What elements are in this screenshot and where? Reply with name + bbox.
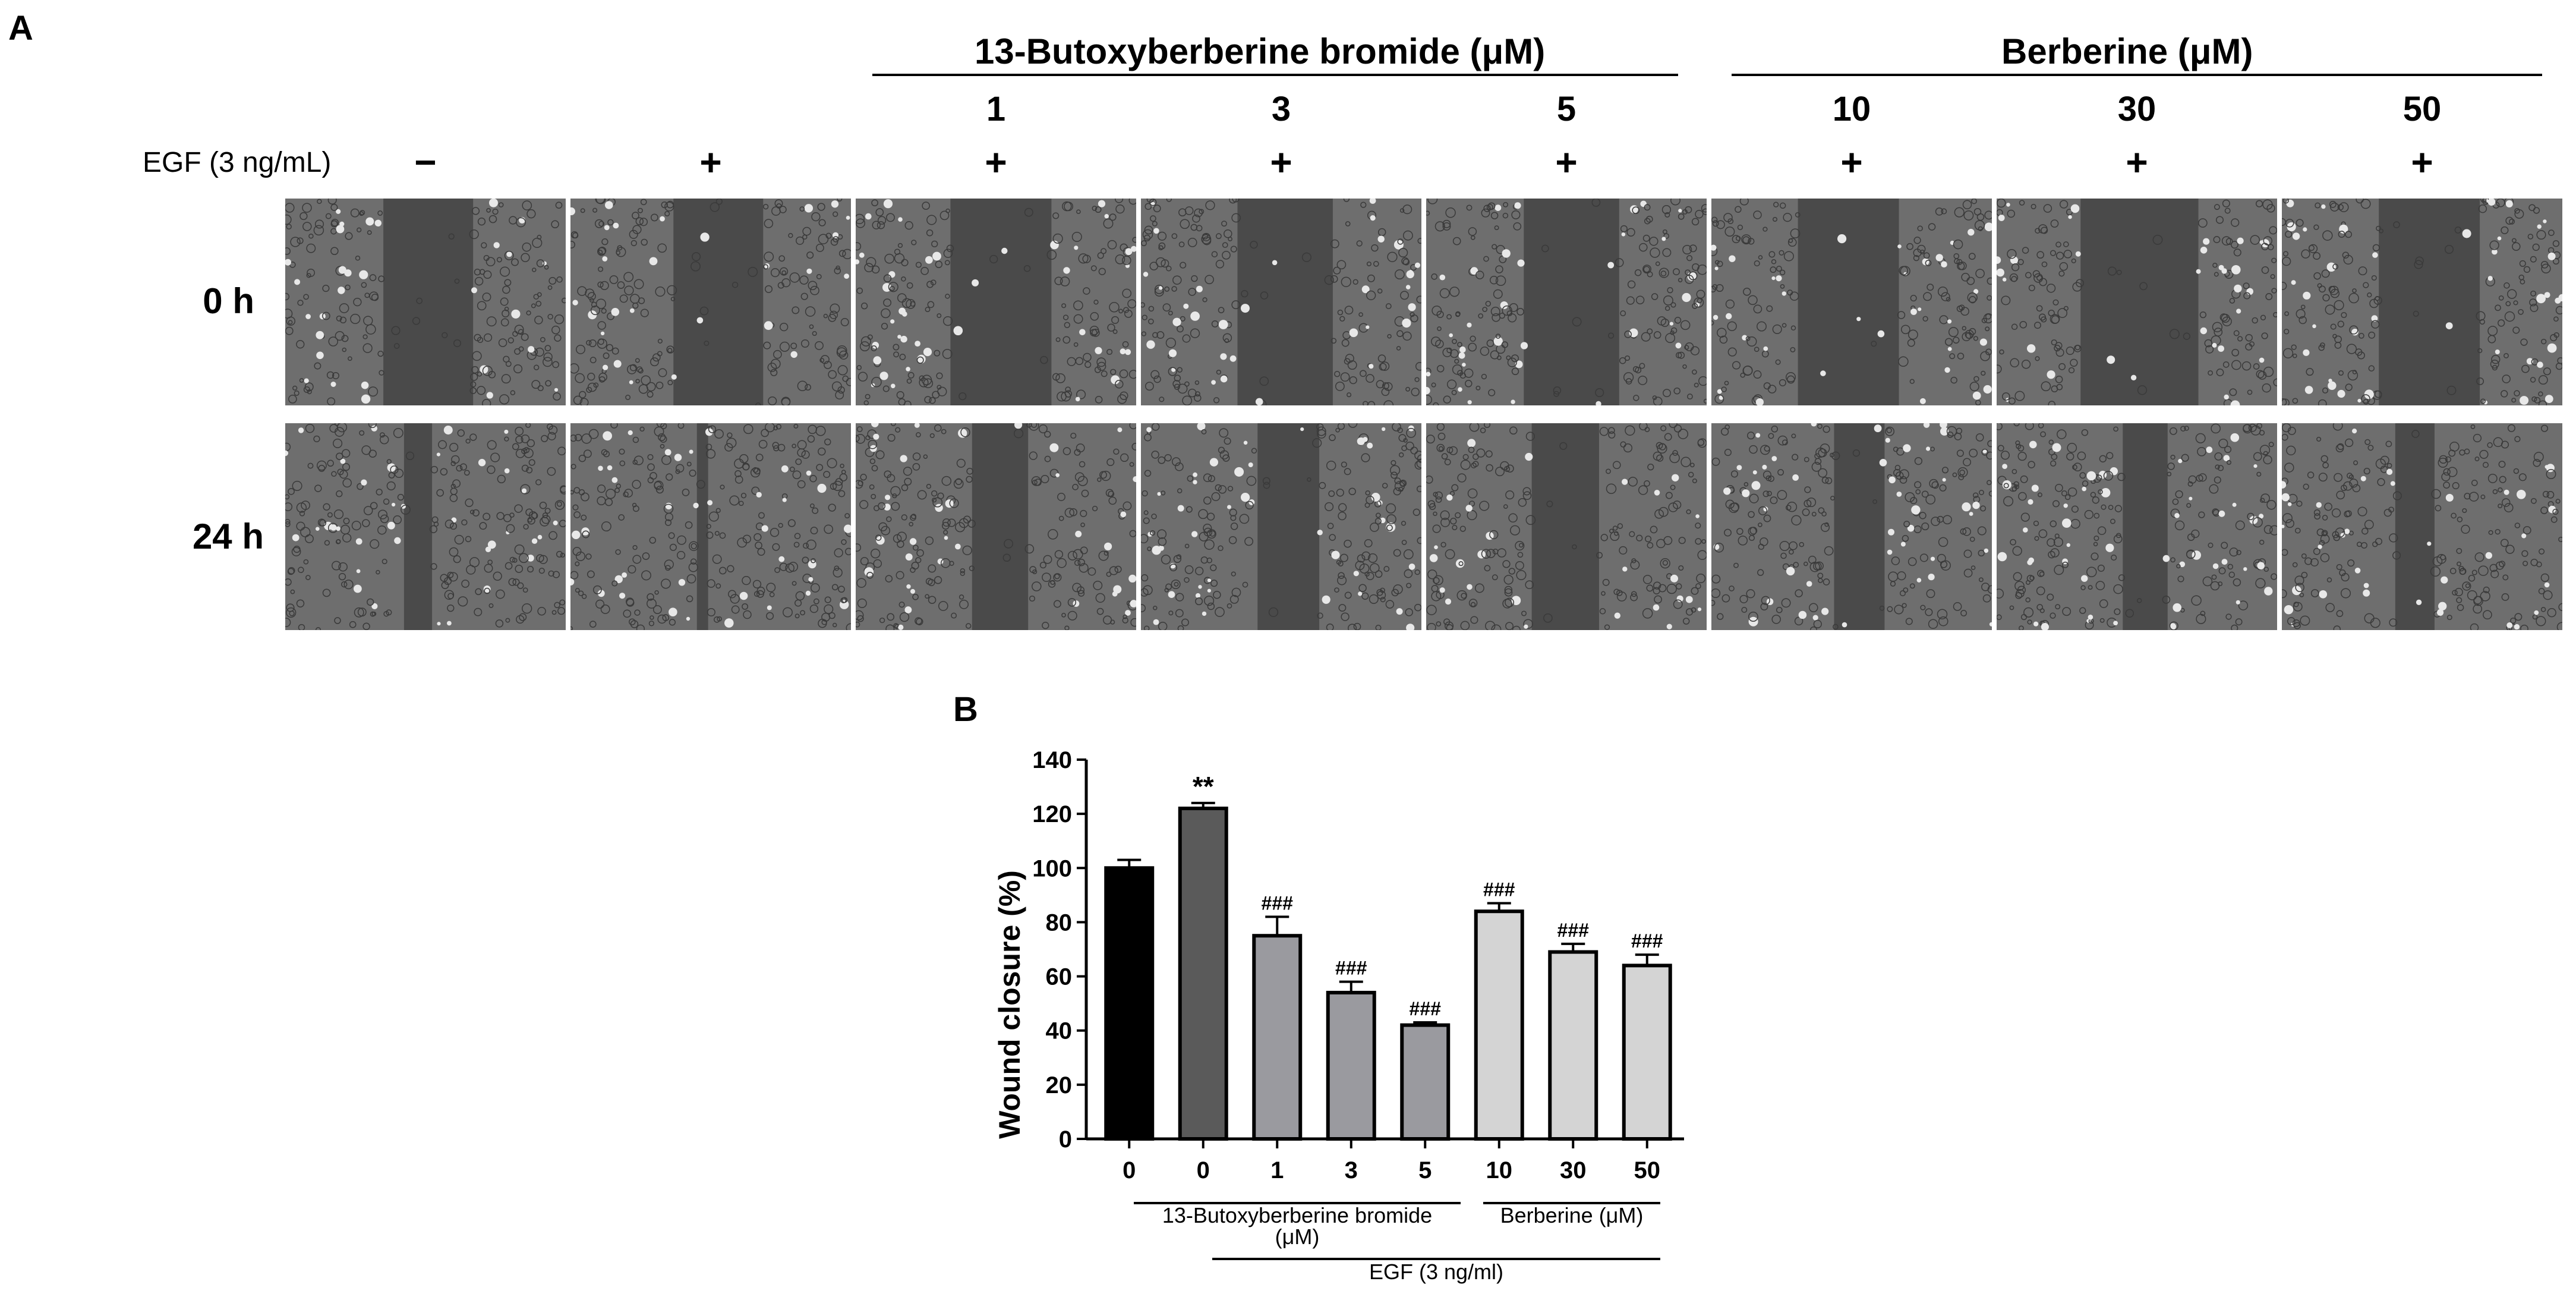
y-tick-label-0: 0: [1059, 1126, 1072, 1153]
micrograph-0h-col1: [570, 199, 851, 405]
y-tick-label-120: 120: [1032, 801, 1072, 827]
egf-sign-1: +: [699, 141, 722, 184]
row-label-0h: 0 h: [203, 281, 254, 321]
micrograph-24h-col1: [570, 423, 851, 630]
y-tick-label-40: 40: [1046, 1018, 1073, 1044]
panel-a-label: A: [8, 9, 33, 48]
micrograph-24h-col6: [1997, 423, 2277, 630]
micrograph-24h-col0: [285, 423, 566, 630]
egf-sign-3: +: [1270, 141, 1292, 184]
group1-label: 13-Butoxyberberine bromide: [1162, 1203, 1432, 1227]
micrograph-24h-col3: [1141, 423, 1421, 630]
micrograph-0h-col4: [1426, 199, 1707, 405]
group2-label: Berberine (μM): [1500, 1203, 1644, 1227]
x-tick-label-7: 50: [1634, 1157, 1661, 1183]
significance-label-3: ###: [1335, 958, 1367, 979]
row-label-24h: 24 h: [192, 517, 264, 556]
micrograph-24h-col2: [856, 423, 1136, 630]
significance-label-5: ###: [1483, 879, 1515, 901]
bars: ** ### ### ### ### ### ###: [1104, 771, 1672, 1141]
micrograph-0h-col5: [1711, 199, 1992, 405]
egf-sign-0: −: [414, 141, 437, 184]
x-axis: 0 0 1 3 5 10 30 50: [1086, 1137, 1684, 1183]
x-tick-label-6: 30: [1560, 1157, 1587, 1183]
y-tick-label-60: 60: [1046, 964, 1073, 990]
y-tick-label-20: 20: [1046, 1072, 1073, 1098]
berberine-header-rule: [1732, 74, 2542, 76]
bar-1: [1178, 807, 1228, 1141]
significance-label-1: **: [1193, 771, 1214, 802]
y-axis: 0 20 40 60 80 100 120 140: [1032, 747, 1088, 1153]
x-tick-label-3: 3: [1345, 1157, 1358, 1183]
concentration-label-7: 50: [2402, 90, 2442, 128]
bar-2: [1252, 934, 1303, 1141]
x-tick-label-2: 1: [1270, 1157, 1284, 1183]
micrograph-24h-col7: [2282, 423, 2562, 630]
significance-label-6: ###: [1557, 920, 1590, 941]
concentration-label-3: 3: [1271, 90, 1291, 128]
bar-7: [1622, 964, 1672, 1141]
bar-5: [1474, 909, 1524, 1141]
egf-sign-2: +: [985, 141, 1007, 184]
x-tick-label-0: 0: [1123, 1157, 1136, 1183]
berberine-header: Berberine (μM): [2001, 32, 2253, 71]
egf-sign-6: +: [2126, 141, 2148, 184]
bar-6: [1548, 950, 1598, 1141]
egf-sign-4: +: [1555, 141, 1578, 184]
butoxyberberine-header: 13-Butoxyberberine bromide (μM): [975, 32, 1546, 71]
micrograph-0h-col3: [1141, 199, 1421, 405]
bar-0: [1104, 866, 1155, 1141]
egf-label: EGF (3 ng/ml): [1369, 1260, 1503, 1284]
egf-sign-5: +: [1840, 141, 1863, 184]
micrograph-24h-col5: [1711, 423, 1992, 630]
concentration-label-4: 5: [1556, 90, 1577, 128]
significance-label-7: ###: [1631, 930, 1663, 952]
x-tick-label-5: 10: [1486, 1157, 1513, 1183]
x-tick-label-1: 0: [1197, 1157, 1210, 1183]
butoxyberberine-header-rule: [872, 74, 1678, 76]
significance-label-2: ###: [1262, 892, 1294, 914]
y-tick-label-140: 140: [1032, 747, 1072, 773]
egf-sign-7: +: [2411, 141, 2433, 184]
micrograph-0h-col7: [2282, 199, 2562, 405]
bar-3: [1326, 990, 1376, 1141]
x-tick-label-4: 5: [1418, 1157, 1432, 1183]
egf-row-label: EGF (3 ng/mL): [143, 147, 332, 178]
y-axis-label: Wound closure (%): [993, 870, 1026, 1139]
concentration-label-6: 30: [2117, 90, 2156, 128]
concentration-label-2: 1: [986, 90, 1006, 128]
micrograph-24h-col4: [1426, 423, 1707, 630]
bar-4: [1400, 1023, 1451, 1141]
micrograph-0h-col6: [1997, 199, 2277, 405]
micrograph-0h-col0: [285, 199, 566, 405]
y-tick-label-80: 80: [1046, 909, 1073, 936]
group1-unit: (μM): [1275, 1224, 1320, 1249]
concentration-label-5: 10: [1832, 90, 1871, 128]
significance-label-4: ###: [1410, 998, 1442, 1019]
y-tick-label-100: 100: [1032, 855, 1072, 882]
micrograph-0h-col2: [856, 199, 1136, 405]
panel-b-label: B: [953, 690, 978, 729]
